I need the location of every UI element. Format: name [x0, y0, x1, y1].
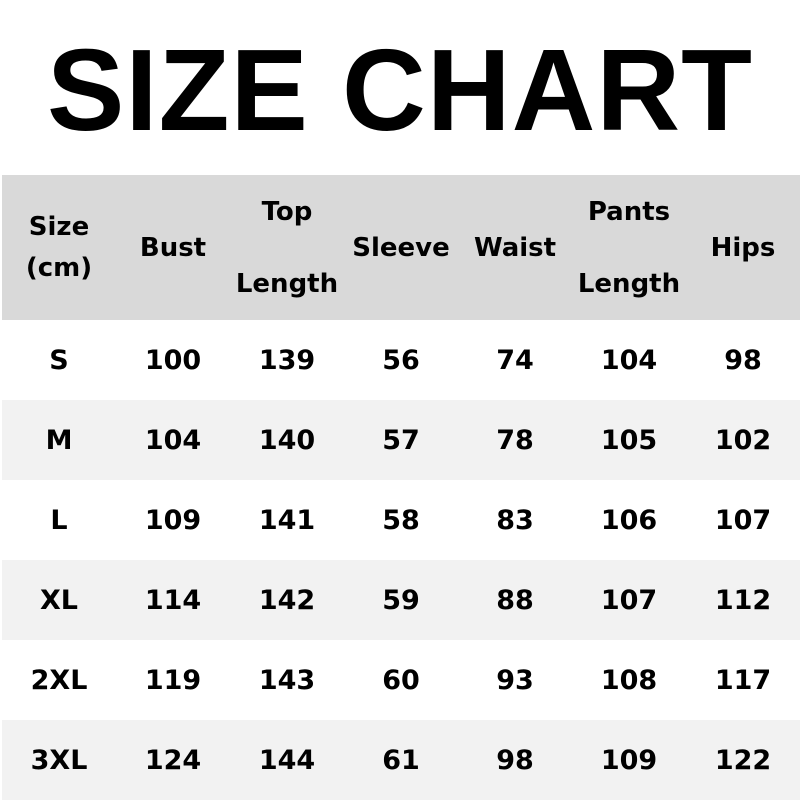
size-label-cell: L [50, 504, 68, 536]
page-title: SIZE CHART [47, 24, 753, 155]
size-label-cell: S [49, 344, 69, 376]
measurement-cell: 143 [258, 664, 316, 696]
table-row: 2XL 119 143 60 93 108 117 [2, 640, 800, 720]
measurement-cell: 119 [144, 664, 202, 696]
measurement-cell: 124 [144, 744, 202, 776]
measurement-cell: 61 [382, 744, 420, 776]
table-row: 3XL 124 144 61 98 109 122 [2, 720, 800, 800]
measurement-cell: 114 [144, 584, 202, 616]
size-label-cell: M [45, 424, 73, 456]
measurement-cell: 139 [258, 344, 316, 376]
table-row: L 109 141 58 83 106 107 [2, 480, 800, 560]
header-size: Size (cm) [2, 175, 116, 320]
header-top-length: Top Length [230, 175, 344, 320]
header-bust: Bust [139, 232, 207, 263]
size-label-cell: 3XL [30, 744, 88, 776]
measurement-cell: 117 [714, 664, 772, 696]
measurement-cell: 78 [496, 424, 534, 456]
header-size-line2: (cm) [25, 252, 93, 283]
header-pants-length: Pants Length [572, 175, 686, 320]
measurement-cell: 104 [144, 424, 202, 456]
size-label-cell: 2XL [30, 664, 88, 696]
header-size-line1: Size [28, 211, 90, 242]
measurement-cell: 107 [600, 584, 658, 616]
measurement-cell: 109 [600, 744, 658, 776]
measurement-cell: 60 [382, 664, 420, 696]
measurement-cell: 142 [258, 584, 316, 616]
header-top-line2: Length [235, 268, 339, 299]
measurement-cell: 98 [496, 744, 534, 776]
header-sleeve: Sleeve [352, 232, 450, 263]
size-table: Size (cm) Bust Top Length Sleeve Waist Pan… [2, 175, 800, 800]
measurement-cell: 109 [144, 504, 202, 536]
measurement-cell: 56 [382, 344, 420, 376]
measurement-cell: 88 [496, 584, 534, 616]
table-row: M 104 140 57 78 105 102 [2, 400, 800, 480]
header-hips: Hips [710, 232, 776, 263]
measurement-cell: 74 [496, 344, 534, 376]
measurement-cell: 107 [714, 504, 772, 536]
header-pants-line2: Length [577, 268, 681, 299]
measurement-cell: 93 [496, 664, 534, 696]
measurement-cell: 112 [714, 584, 772, 616]
measurement-cell: 140 [258, 424, 316, 456]
measurement-cell: 141 [258, 504, 316, 536]
measurement-cell: 83 [496, 504, 534, 536]
measurement-cell: 57 [382, 424, 420, 456]
size-label-cell: XL [39, 584, 79, 616]
measurement-cell: 105 [600, 424, 658, 456]
measurement-cell: 108 [600, 664, 658, 696]
table-row: XL 114 142 59 88 107 112 [2, 560, 800, 640]
header-waist: Waist [473, 232, 557, 263]
table-body: S 100 139 56 74 104 98 M 104 140 57 78 105 102 L 109 141… [2, 320, 800, 800]
table-row: S 100 139 56 74 104 98 [2, 320, 800, 400]
measurement-cell: 104 [600, 344, 658, 376]
header-pants-line1: Pants [587, 196, 671, 227]
measurement-cell: 100 [144, 344, 202, 376]
measurement-cell: 144 [258, 744, 316, 776]
measurement-cell: 122 [714, 744, 772, 776]
header-row: Size (cm) Bust Top Length Sleeve Waist Pan… [2, 175, 800, 320]
measurement-cell: 102 [714, 424, 772, 456]
measurement-cell: 59 [382, 584, 420, 616]
header-top-line1: Top [261, 196, 313, 227]
measurement-cell: 98 [724, 344, 762, 376]
measurement-cell: 58 [382, 504, 420, 536]
measurement-cell: 106 [600, 504, 658, 536]
